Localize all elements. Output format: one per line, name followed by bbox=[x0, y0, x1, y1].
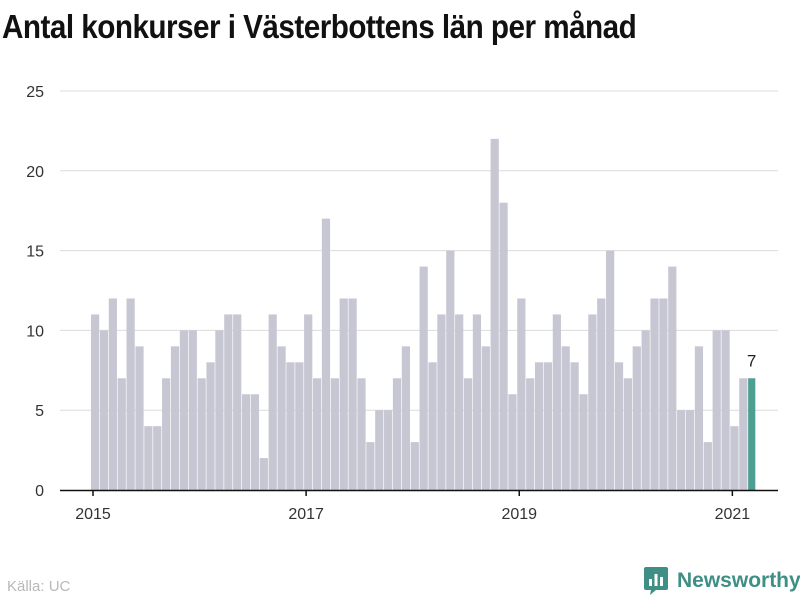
bar bbox=[170, 346, 180, 490]
bar bbox=[446, 250, 455, 490]
bar bbox=[259, 458, 268, 490]
y-tick-label: 0 bbox=[35, 483, 44, 500]
bar bbox=[526, 378, 535, 490]
bar bbox=[623, 378, 632, 490]
newsworthy-logo-icon bbox=[644, 567, 668, 595]
bar bbox=[632, 346, 641, 490]
brand-logo: Newsworthy bbox=[643, 566, 800, 596]
bar bbox=[330, 378, 339, 490]
bar bbox=[517, 298, 526, 490]
x-tick-label: 2019 bbox=[501, 506, 537, 523]
y-tick-label: 10 bbox=[26, 323, 44, 340]
bar bbox=[712, 330, 721, 490]
bar bbox=[570, 362, 579, 490]
bars bbox=[91, 138, 756, 490]
bar bbox=[91, 314, 100, 490]
data-label-highlight: 7 bbox=[747, 351, 756, 370]
bar bbox=[730, 426, 739, 490]
brand-name: Newsworthy bbox=[677, 569, 800, 592]
bar bbox=[650, 298, 659, 490]
bar bbox=[348, 298, 357, 490]
bar bbox=[339, 298, 348, 490]
x-tick-label: 2017 bbox=[288, 506, 324, 523]
bar bbox=[384, 410, 393, 490]
bar bbox=[463, 378, 473, 490]
bar bbox=[455, 314, 464, 490]
bar bbox=[410, 442, 419, 490]
bar bbox=[561, 346, 570, 490]
bar bbox=[188, 330, 197, 490]
bar bbox=[286, 362, 295, 490]
bar bbox=[481, 346, 490, 490]
y-axis-ticks: 0 5 10 15 20 25 bbox=[26, 84, 44, 500]
bar bbox=[233, 314, 242, 490]
bar bbox=[401, 346, 410, 490]
bar bbox=[126, 298, 135, 490]
bar bbox=[321, 218, 331, 490]
bar bbox=[179, 330, 188, 490]
bar-highlight bbox=[748, 378, 756, 490]
bar bbox=[685, 410, 695, 490]
bar bbox=[668, 266, 677, 490]
bar bbox=[694, 346, 704, 490]
chart-title: Antal konkurser i Västerbottens län per … bbox=[2, 8, 637, 45]
bar bbox=[597, 298, 606, 490]
bar bbox=[366, 442, 375, 490]
bar bbox=[99, 330, 109, 490]
y-tick-label: 20 bbox=[26, 164, 44, 181]
x-tick-label: 2021 bbox=[715, 506, 751, 523]
y-tick-label: 5 bbox=[35, 403, 44, 420]
bar bbox=[357, 378, 366, 490]
bar bbox=[419, 266, 428, 490]
bar bbox=[472, 314, 482, 490]
bar bbox=[499, 202, 508, 490]
bar bbox=[552, 314, 561, 490]
bar bbox=[490, 138, 499, 490]
bar bbox=[250, 394, 260, 490]
bar bbox=[508, 394, 517, 490]
bar bbox=[224, 314, 233, 490]
bar bbox=[588, 314, 597, 490]
bar bbox=[428, 362, 437, 490]
bar bbox=[721, 330, 730, 490]
bar bbox=[241, 394, 251, 490]
data-labels: 7 bbox=[747, 351, 756, 370]
bar bbox=[641, 330, 650, 490]
bar bbox=[153, 426, 162, 490]
bar bbox=[543, 362, 553, 490]
y-tick-label: 15 bbox=[26, 244, 44, 261]
bar bbox=[197, 378, 206, 490]
x-tick-label: 2015 bbox=[75, 506, 111, 523]
bar bbox=[313, 378, 322, 490]
y-tick-label: 25 bbox=[26, 84, 44, 101]
bar bbox=[579, 394, 588, 490]
bar bbox=[304, 314, 313, 490]
bar bbox=[277, 346, 286, 490]
bar bbox=[614, 362, 624, 490]
bar bbox=[437, 314, 446, 490]
bar bbox=[295, 362, 304, 490]
bar bbox=[677, 410, 686, 490]
bar bbox=[108, 298, 117, 490]
bar bbox=[268, 314, 277, 490]
bar bbox=[535, 362, 544, 490]
source-note: Källa: UC bbox=[7, 578, 71, 595]
bar bbox=[392, 378, 402, 490]
bar bbox=[606, 250, 615, 490]
bar bbox=[135, 346, 144, 490]
bar bbox=[206, 362, 215, 490]
x-axis-ticks: 2015 2017 2019 2021 bbox=[75, 490, 750, 523]
bar bbox=[703, 442, 712, 490]
bar bbox=[215, 330, 224, 490]
bar bbox=[144, 426, 153, 490]
bar bbox=[375, 410, 384, 490]
bar bbox=[659, 298, 668, 490]
bar bbox=[162, 378, 171, 490]
bar bbox=[739, 378, 748, 490]
bar bbox=[117, 378, 126, 490]
